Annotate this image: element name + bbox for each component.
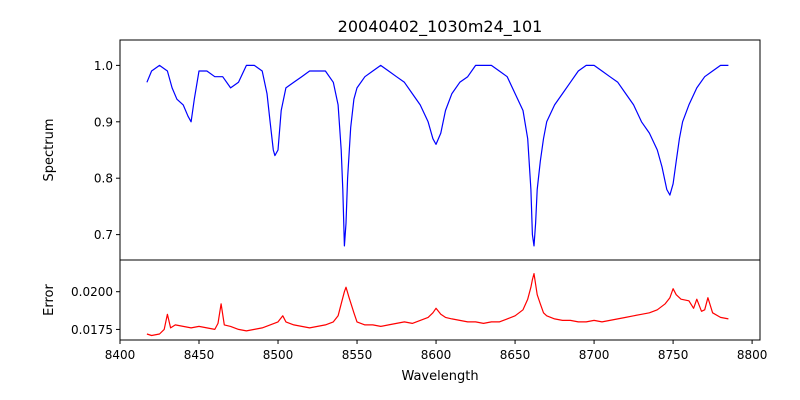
error-y-axis-label: Error [42,284,57,316]
spectrum-y-ticks: 0.7 0.8 0.9 1.0 [94,59,120,242]
x-tick-label: 8600 [421,348,452,362]
error-y-ticks: 0.0175 0.0200 [71,285,120,337]
x-tick-label: 8550 [342,348,373,362]
x-tick-label: 8800 [737,348,768,362]
x-axis-label: Wavelength [401,369,478,384]
spectrum-series-line [146,64,729,247]
spectrum-y-axis-label: Spectrum [42,119,57,182]
x-tick-label: 8700 [579,348,610,362]
spectrum-panel: 0.7 0.8 0.9 1.0 Spectrum [42,39,761,261]
x-tick-label: 8400 [105,348,136,362]
spectrum-y-tick-label: 1.0 [94,59,113,73]
chart-title: 20040402_1030m24_101 [338,17,543,37]
x-tick-label: 8650 [500,348,531,362]
x-tick-label: 8750 [658,348,689,362]
error-y-tick-label: 0.0175 [71,323,113,337]
spectrum-y-tick-label: 0.7 [94,228,113,242]
x-tick-label: 8450 [184,348,215,362]
error-x-ticks: 8400 8450 8500 8550 8600 8650 8700 8750 8800 [105,340,768,362]
error-series-line [146,273,729,337]
spectrum-y-tick-label: 0.9 [94,115,113,129]
error-plot-frame [119,259,761,341]
spectrum-plot-frame [119,39,761,261]
error-panel: 0.0175 0.0200 8400 8450 8500 8550 8600 8650 870… [42,259,768,384]
spectrum-y-tick-label: 0.8 [94,172,113,186]
x-tick-label: 8500 [263,348,294,362]
error-y-tick-label: 0.0200 [71,285,113,299]
